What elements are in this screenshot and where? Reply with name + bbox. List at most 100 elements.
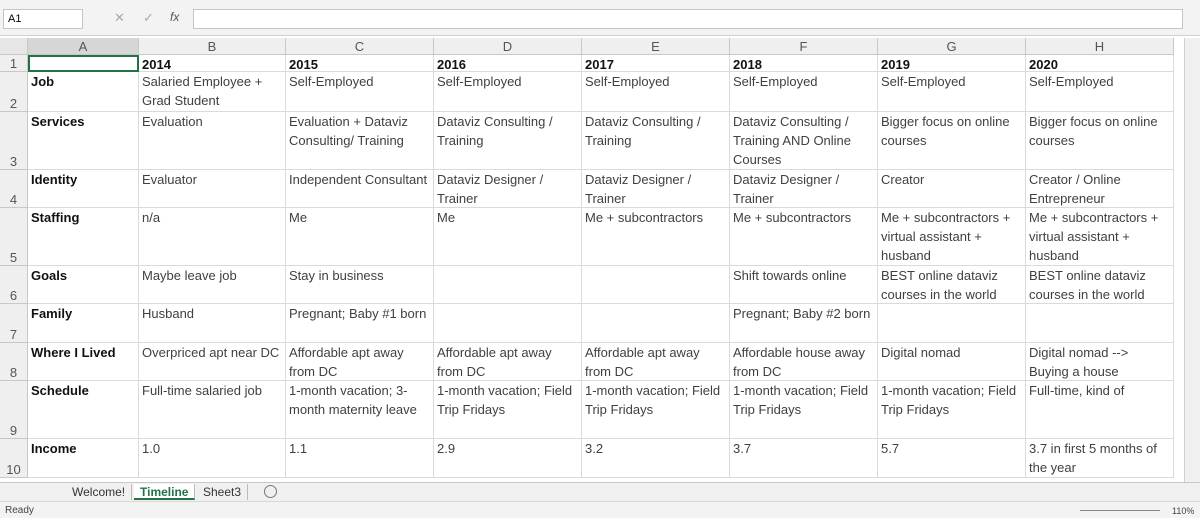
label-cell[interactable]: 2015 [286, 55, 434, 72]
label-cell[interactable]: 2018 [730, 55, 878, 72]
label-cell[interactable]: 2016 [434, 55, 582, 72]
cell[interactable]: Stay in business [286, 266, 434, 304]
label-cell[interactable]: 2020 [1026, 55, 1174, 72]
cell[interactable]: Self-Employed [730, 72, 878, 112]
cell[interactable] [434, 304, 582, 343]
cell[interactable]: Maybe leave job [139, 266, 286, 304]
cell[interactable]: Bigger focus on online courses [878, 112, 1026, 170]
cell[interactable]: 1.1 [286, 439, 434, 478]
cell[interactable]: Evaluation [139, 112, 286, 170]
cell[interactable]: Dataviz Consulting / Training AND Online… [730, 112, 878, 170]
column-header[interactable]: H [1026, 38, 1174, 55]
cell[interactable]: Me [434, 208, 582, 266]
cell[interactable]: Affordable house away from DC [730, 343, 878, 381]
cell[interactable]: Shift towards online [730, 266, 878, 304]
cell[interactable]: 1-month vacation; Field Trip Fridays [582, 381, 730, 439]
label-cell[interactable]: Family [28, 304, 139, 343]
row-header[interactable]: 5 [0, 208, 28, 266]
label-cell[interactable]: Identity [28, 170, 139, 208]
cell[interactable]: Dataviz Designer / Trainer [582, 170, 730, 208]
cell[interactable]: Evaluation + Dataviz Consulting/ Trainin… [286, 112, 434, 170]
cell[interactable]: Bigger focus on online courses [1026, 112, 1174, 170]
column-header[interactable]: B [139, 38, 286, 55]
cancel-icon[interactable]: ✕ [114, 10, 125, 25]
cell[interactable]: Self-Employed [1026, 72, 1174, 112]
enter-icon[interactable]: ✓ [143, 10, 154, 25]
vertical-scrollbar[interactable] [1184, 38, 1200, 484]
cell[interactable]: Husband [139, 304, 286, 343]
cell[interactable]: 2.9 [434, 439, 582, 478]
cell[interactable]: Creator / Online Entrepreneur [1026, 170, 1174, 208]
cell[interactable]: Overpriced apt near DC [139, 343, 286, 381]
cell[interactable] [878, 304, 1026, 343]
cell[interactable]: 3.7 [730, 439, 878, 478]
cell[interactable]: Me + subcontractors + virtual assistant … [1026, 208, 1174, 266]
cell[interactable]: Self-Employed [434, 72, 582, 112]
zoom-slider[interactable] [1080, 510, 1160, 511]
add-sheet-button[interactable] [264, 485, 277, 498]
label-cell[interactable]: Schedule [28, 381, 139, 439]
row-header[interactable]: 9 [0, 381, 28, 439]
row-header[interactable]: 2 [0, 72, 28, 112]
cell[interactable]: 3.7 in first 5 months of the year [1026, 439, 1174, 478]
label-cell[interactable]: 2019 [878, 55, 1026, 72]
cell[interactable]: Affordable apt away from DC [582, 343, 730, 381]
zoom-level[interactable]: 110% [1172, 506, 1195, 516]
cell[interactable]: Dataviz Consulting / Training [434, 112, 582, 170]
cell[interactable]: Dataviz Designer / Trainer [730, 170, 878, 208]
cell[interactable]: 1-month vacation; Field Trip Fridays [434, 381, 582, 439]
label-cell[interactable]: Staffing [28, 208, 139, 266]
cell[interactable]: 5.7 [878, 439, 1026, 478]
fx-icon[interactable]: fx [170, 10, 180, 24]
cell[interactable] [28, 55, 139, 72]
label-cell[interactable]: Services [28, 112, 139, 170]
cell[interactable]: 1-month vacation; Field Trip Fridays [730, 381, 878, 439]
cell[interactable]: Dataviz Designer / Trainer [434, 170, 582, 208]
name-box[interactable]: A1 [3, 9, 83, 29]
cell[interactable]: Full-time, kind of [1026, 381, 1174, 439]
row-header[interactable]: 3 [0, 112, 28, 170]
cell[interactable]: Salaried Employee + Grad Student [139, 72, 286, 112]
cell[interactable]: Pregnant; Baby #1 born [286, 304, 434, 343]
row-header[interactable]: 6 [0, 266, 28, 304]
row-header[interactable]: 1 [0, 55, 28, 72]
row-header[interactable]: 7 [0, 304, 28, 343]
sheet-tab[interactable]: Welcome! [66, 484, 133, 500]
cell[interactable]: 1-month vacation; 3-month maternity leav… [286, 381, 434, 439]
cell[interactable]: Creator [878, 170, 1026, 208]
cell[interactable]: 3.2 [582, 439, 730, 478]
column-header[interactable]: D [434, 38, 582, 55]
label-cell[interactable]: Where I Lived [28, 343, 139, 381]
cell[interactable]: Self-Employed [286, 72, 434, 112]
cell[interactable]: Affordable apt away from DC [286, 343, 434, 381]
cell[interactable]: 1.0 [139, 439, 286, 478]
cell[interactable]: Digital nomad [878, 343, 1026, 381]
cell[interactable]: Pregnant; Baby #2 born [730, 304, 878, 343]
column-header[interactable]: A [28, 38, 139, 55]
cell[interactable]: Me + subcontractors + virtual assistant … [878, 208, 1026, 266]
cell[interactable]: BEST online dataviz courses in the world [878, 266, 1026, 304]
cell[interactable] [1026, 304, 1174, 343]
column-header[interactable]: C [286, 38, 434, 55]
formula-input[interactable] [193, 9, 1183, 29]
row-header[interactable]: 10 [0, 439, 28, 478]
column-header[interactable]: F [730, 38, 878, 55]
cell[interactable]: Full-time salaried job [139, 381, 286, 439]
row-header[interactable]: 8 [0, 343, 28, 381]
label-cell[interactable]: Job [28, 72, 139, 112]
cell[interactable]: Self-Employed [582, 72, 730, 112]
cell[interactable]: Affordable apt away from DC [434, 343, 582, 381]
cell[interactable] [582, 266, 730, 304]
cell[interactable]: Dataviz Consulting / Training [582, 112, 730, 170]
cell[interactable]: Digital nomad --> Buying a house [1026, 343, 1174, 381]
label-cell[interactable]: 2014 [139, 55, 286, 72]
column-header[interactable]: G [878, 38, 1026, 55]
label-cell[interactable]: 2017 [582, 55, 730, 72]
label-cell[interactable]: Income [28, 439, 139, 478]
column-header[interactable]: E [582, 38, 730, 55]
cell[interactable]: BEST online dataviz courses in the world [1026, 266, 1174, 304]
cell[interactable]: Self-Employed [878, 72, 1026, 112]
cell[interactable]: Evaluator [139, 170, 286, 208]
cell[interactable]: Independent Consultant [286, 170, 434, 208]
sheet-tab[interactable]: Timeline [134, 484, 196, 500]
